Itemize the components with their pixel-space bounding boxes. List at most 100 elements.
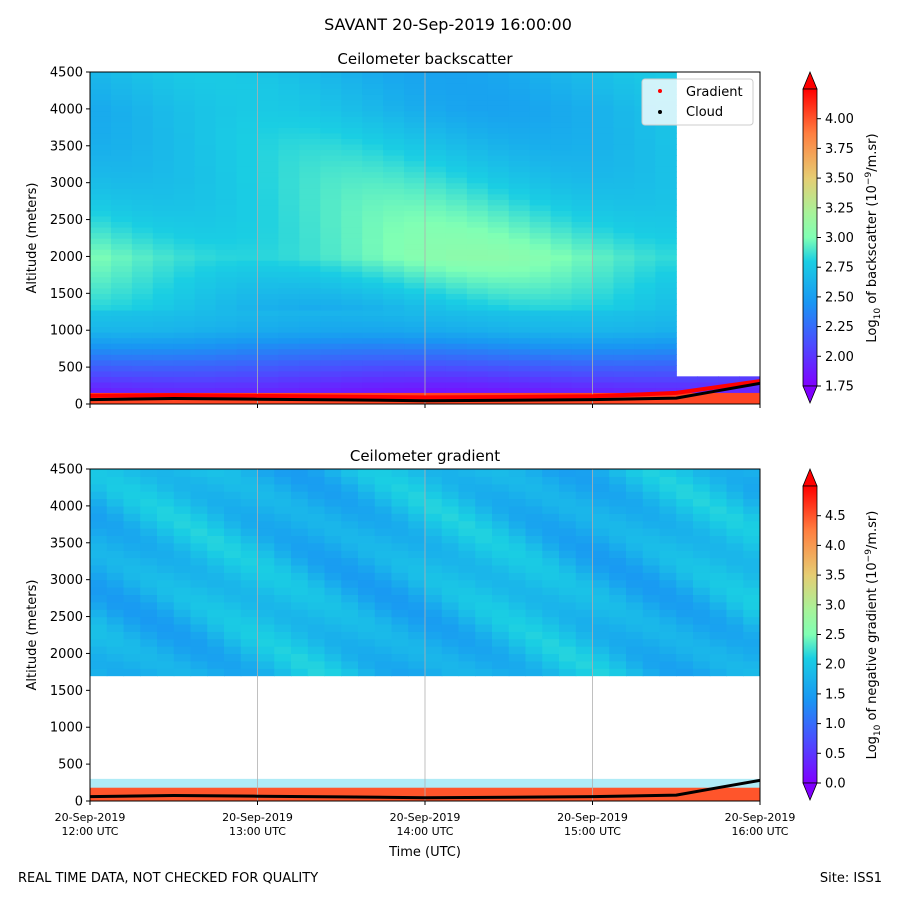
backscatter-cell (571, 370, 594, 377)
backscatter-cell (194, 88, 217, 95)
gradient-cell (291, 564, 309, 573)
gradient-cell (592, 646, 610, 655)
backscatter-cell (425, 199, 447, 206)
gradient-cell (743, 476, 760, 485)
gradient-cell (492, 513, 510, 522)
backscatter-cell (592, 160, 615, 167)
gradient-cell (575, 660, 594, 669)
backscatter-cell (299, 232, 321, 239)
gradient-cell (609, 594, 627, 603)
backscatter-cell (425, 105, 447, 112)
backscatter-cell (425, 326, 447, 333)
gradient-cell (307, 557, 326, 566)
backscatter-cell (131, 265, 154, 272)
gradient-cell (709, 653, 728, 662)
gradient-cell (274, 542, 292, 551)
backscatter-cell (487, 365, 510, 372)
gradient-cell (559, 660, 577, 669)
backscatter-cell (194, 116, 217, 123)
backscatter-cell (383, 138, 405, 145)
backscatter-cell (425, 321, 447, 328)
backscatter-cell (383, 365, 405, 372)
backscatter-cell (341, 94, 363, 101)
gradient-cell (207, 505, 225, 514)
gradient-cell (492, 564, 510, 573)
gradient-cell (408, 498, 426, 507)
backscatter-cell (90, 332, 112, 339)
gradient-cell (90, 587, 108, 596)
backscatter-cell (425, 365, 447, 372)
gradient-cell (508, 631, 527, 640)
backscatter-cell (173, 282, 196, 289)
backscatter-cell (383, 348, 405, 355)
gradient-cell (542, 491, 560, 500)
backscatter-cell (152, 276, 175, 283)
backscatter-cell (466, 72, 489, 79)
backscatter-cell (613, 354, 635, 361)
backscatter-cell (550, 332, 573, 339)
gradient-cell (324, 594, 342, 603)
backscatter-cell (320, 121, 342, 128)
gradient-cell (609, 609, 627, 618)
backscatter-cell (655, 287, 677, 294)
backscatter-cell (131, 238, 154, 245)
gradient-cell (425, 646, 443, 655)
gradient-cell (559, 587, 577, 596)
gradient-cell (291, 483, 309, 492)
gradient-cell (291, 660, 309, 669)
gradient-cell (525, 631, 543, 640)
backscatter-cell (571, 337, 594, 344)
backscatter-cell (110, 83, 133, 90)
gradient-cell (676, 668, 694, 677)
colorbar-tick-label: 2.25 (825, 320, 854, 335)
backscatter-cell (487, 149, 510, 156)
gradient-cell (140, 572, 158, 581)
backscatter-cell (278, 72, 300, 79)
backscatter-cell (278, 232, 300, 239)
gradient-cell (425, 609, 443, 618)
gradient-colorbar-ticks: 0.00.51.01.52.02.53.03.54.04.5 (817, 509, 846, 792)
gradient-cell (341, 535, 359, 544)
backscatter-cell (425, 332, 447, 339)
gradient-cell (475, 513, 493, 522)
backscatter-cell (173, 226, 196, 234)
backscatter-cell (571, 321, 594, 328)
gradient-panel: Ceilometer gradient 05001000150020002500… (25, 447, 883, 860)
gradient-cell (106, 498, 125, 507)
y-tick-label: 2500 (50, 610, 83, 625)
backscatter-cell (236, 188, 259, 195)
backscatter-cell (278, 260, 300, 267)
gradient-cell (240, 542, 259, 551)
backscatter-cell (110, 226, 133, 234)
backscatter-cell (529, 276, 552, 283)
backscatter-cell (425, 276, 447, 283)
backscatter-cell (655, 243, 677, 250)
gradient-cell (726, 668, 744, 677)
gradient-cell (626, 513, 644, 522)
gradient-cell (659, 594, 677, 603)
backscatter-cell (215, 199, 238, 206)
backscatter-cell (173, 215, 196, 222)
gradient-cell (492, 579, 510, 588)
backscatter-cell (362, 177, 384, 184)
backscatter-cell (215, 226, 238, 234)
backscatter-cell (299, 282, 321, 289)
gradient-cell (592, 550, 610, 559)
backscatter-cell (466, 298, 489, 305)
backscatter-cell (131, 243, 154, 250)
gradient-cell (341, 609, 359, 618)
backscatter-cell (278, 204, 300, 211)
gradient-cell (542, 469, 560, 477)
gradient-cell (190, 498, 208, 507)
backscatter-cell (466, 204, 489, 211)
gradient-cell (425, 594, 443, 603)
gradient-cell (358, 616, 376, 625)
backscatter-cell (529, 215, 552, 222)
gradient-cell (408, 505, 426, 514)
gradient-cell (123, 557, 141, 566)
backscatter-cell (90, 226, 112, 234)
gradient-cell (559, 668, 577, 677)
gradient-cell (257, 587, 275, 596)
backscatter-cell (215, 138, 238, 145)
